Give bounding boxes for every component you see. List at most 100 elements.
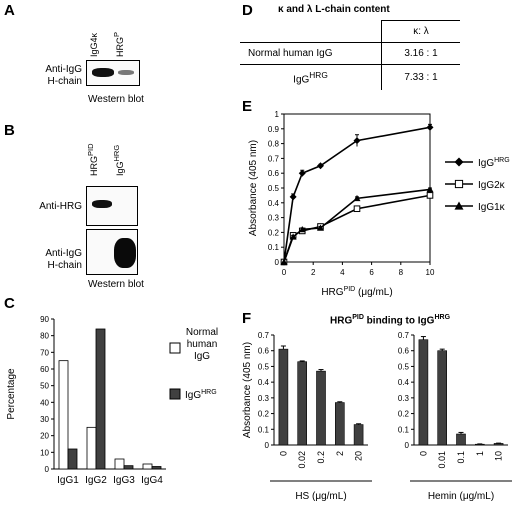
y-tick-label: 0.3 [268, 214, 280, 223]
row-ratio: 3.16 : 1 [381, 42, 460, 65]
series-line [283, 126, 431, 263]
y-tick-label: 0.1 [258, 425, 270, 434]
blot-strip-b1 [86, 186, 138, 226]
x-tick-label: 20 [354, 451, 364, 461]
y-tick-label: 0 [275, 258, 280, 267]
y-tick-label: 0 [405, 441, 410, 450]
legend-label: IgGHRG [185, 389, 217, 401]
bar [86, 426, 97, 470]
legend-swatch [169, 388, 181, 400]
band-igghrg [114, 238, 136, 268]
marker-diamond [289, 193, 297, 201]
marker-triangle [426, 185, 434, 193]
lane-label-igg4k: IgG4κ [89, 32, 99, 57]
panel-letter-c: C [4, 295, 15, 312]
legend-label: IgG2κ [478, 180, 506, 191]
x-tick-label: IgG1 [57, 475, 79, 486]
x-tick-label: 10 [426, 268, 435, 277]
band-igg4k [92, 68, 114, 77]
marker-square [454, 179, 464, 189]
x-tick-label: 0 [282, 268, 287, 277]
bar [67, 448, 78, 470]
x-tick-label: 0.01 [437, 451, 447, 469]
legend-label: IgG [194, 351, 210, 362]
panel-letter-b: B [4, 122, 15, 139]
x-axis-label: HS (μg/mL) [295, 491, 346, 502]
y-tick-label: 0.7 [268, 154, 280, 163]
y-tick-label: 0.1 [268, 243, 280, 252]
y-tick-label: 70 [40, 348, 49, 357]
x-tick-label: 1 [475, 451, 485, 456]
caption-western-blot-a: Western blot [88, 94, 144, 105]
marker-diamond [317, 162, 324, 170]
y-tick-label: 0.7 [398, 331, 410, 340]
legend-label: IgGHRG [478, 157, 510, 169]
bar [437, 350, 447, 446]
x-tick-label: 0.1 [456, 451, 466, 464]
kl-ratio-table: κ: λ Normal human IgG 3.16 : 1 IgGHRG 7.… [240, 20, 460, 91]
panel-letter-e: E [242, 98, 253, 115]
x-tick-label: 4 [340, 268, 345, 277]
x-tick-label: IgG2 [85, 475, 107, 486]
y-tick-label: 0.4 [268, 199, 280, 208]
table-row: Normal human IgG 3.16 : 1 [240, 42, 460, 65]
bar [418, 339, 429, 446]
lane-label-hrgp: HRGP [112, 31, 125, 57]
y-tick-label: 0.4 [398, 378, 410, 387]
marker-triangle [280, 258, 288, 265]
x-tick-label: IgG4 [141, 475, 163, 486]
y-tick-label: 60 [40, 365, 49, 374]
bar [123, 465, 134, 470]
blot-strip-a [86, 60, 140, 86]
y-tick-label: 0.2 [398, 410, 410, 419]
x-tick-label: 2 [335, 451, 345, 456]
x-tick-label: 10 [494, 451, 504, 461]
y-tick-label: 0 [265, 441, 270, 450]
row-label-anti-igg: Anti-IgG H-chain [45, 64, 82, 87]
bar [278, 348, 289, 446]
marker-square [426, 192, 434, 199]
y-tick-label: 50 [40, 382, 49, 391]
y-tick-label: 0.3 [258, 394, 270, 403]
x-tick-label: IgG3 [113, 475, 135, 486]
blot-strip-b2 [86, 229, 138, 275]
x-tick-label: 0.2 [316, 451, 326, 464]
panel-c-chart: 0 10 20 30 40 50 60 70 80 90 Percentage IgG1 IgG2 IgG… [6, 315, 218, 486]
legend-label: IgG1κ [478, 202, 506, 213]
row-name: IgGHRG [240, 64, 382, 91]
lane-label-hrgpid: HRGPID [86, 143, 99, 176]
y-tick-label: 0.5 [268, 184, 280, 193]
marker-triangle [317, 224, 324, 231]
table-title: κ and λ L-chain content [278, 4, 390, 15]
y-tick-label: 80 [40, 332, 49, 341]
bar [58, 360, 69, 470]
x-axis-label: HRGPID (μg/mL) [321, 286, 392, 298]
table-header: κ: λ [381, 20, 460, 43]
row-label-anti-hrg: Anti-HRG [39, 201, 82, 212]
y-tick-label: 30 [40, 415, 49, 424]
y-tick-label: 90 [40, 315, 49, 324]
marker-diamond [298, 169, 306, 177]
bar [316, 370, 326, 446]
series-line [283, 188, 431, 263]
y-axis-label: Absorbance (405 nm) [248, 140, 259, 236]
bar [151, 466, 162, 470]
y-tick-label: 0 [45, 465, 50, 474]
y-tick-label: 0.2 [258, 410, 270, 419]
x-tick-label: 2 [311, 268, 316, 277]
marker-diamond [426, 123, 434, 131]
y-tick-label: 0.6 [268, 169, 280, 178]
y-tick-label: 40 [40, 398, 49, 407]
row-ratio: 7.33 : 1 [381, 64, 460, 91]
y-axis-label: Absorbance (405 nm) [242, 342, 253, 438]
x-tick-label: 0 [278, 451, 288, 456]
panel-letter-d: D [242, 2, 253, 19]
y-tick-label: 0.8 [268, 140, 280, 149]
y-tick-label: 0.2 [268, 228, 280, 237]
y-tick-label: 1 [275, 110, 280, 119]
y-tick-label: 0.4 [258, 378, 270, 387]
bar [335, 402, 345, 446]
y-tick-label: 0.6 [258, 347, 270, 356]
legend-swatch [169, 342, 181, 354]
panel-letter-f: F [242, 310, 252, 327]
